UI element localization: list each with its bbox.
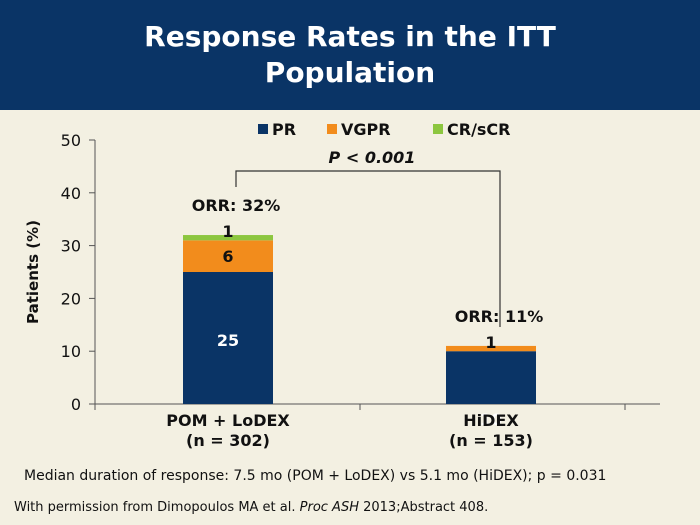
significance-bracket	[235, 170, 501, 327]
bar-segment-cr-scr	[183, 235, 273, 241]
data-label: 1	[485, 333, 496, 352]
bar-segment-vgpr	[183, 240, 273, 272]
legend-label: CR/sCR	[447, 120, 511, 139]
data-label: 1	[222, 222, 233, 241]
orr-label: ORR: 32%	[192, 196, 281, 215]
bar-segment-vgpr	[446, 345, 536, 352]
significance-label: P < 0.001	[329, 148, 416, 167]
bar-segment-pr	[183, 272, 273, 404]
data-label: 6	[222, 247, 233, 266]
footnote: Median duration of response: 7.5 mo (POM…	[24, 468, 607, 484]
slide-title: Response Rates in the ITT Population	[144, 20, 556, 89]
title-banner: Response Rates in the ITT Population	[0, 0, 700, 110]
legend-swatch	[433, 124, 443, 134]
y-tick-label: 40	[61, 184, 81, 203]
category-n-label: (n = 153)	[449, 431, 533, 450]
data-label: 10	[480, 410, 502, 429]
legend-label: PR	[272, 120, 296, 139]
y-tick-label: 0	[71, 395, 81, 414]
citation-suffix: 2013;Abstract 408.	[358, 500, 489, 515]
citation-prefix: With permission from Dimopoulos MA et al…	[14, 500, 300, 515]
bar-segment-pr	[446, 351, 536, 404]
legend-swatch	[327, 124, 337, 134]
citation: With permission from Dimopoulos MA et al…	[14, 500, 488, 515]
citation-journal: Proc ASH	[299, 500, 359, 515]
y-tick-label: 20	[61, 289, 81, 308]
category-label: POM + LoDEX	[166, 411, 290, 430]
legend-swatch	[258, 124, 268, 134]
legend-label: VGPR	[341, 120, 391, 139]
y-tick-label: 10	[61, 342, 81, 361]
y-axis-label: Patients (%)	[24, 220, 42, 324]
y-tick-label: 50	[61, 131, 81, 150]
category-n-label: (n = 302)	[186, 431, 270, 450]
data-label: 25	[217, 331, 239, 350]
response-rate-chart: 0 10 20 30 40 50 Patients (%) 25 6 1 ORR: 32% POM +…	[24, 120, 660, 450]
y-tick-label: 30	[61, 237, 81, 256]
category-label: HiDEX	[463, 411, 519, 430]
orr-label: ORR: 11%	[455, 307, 544, 326]
